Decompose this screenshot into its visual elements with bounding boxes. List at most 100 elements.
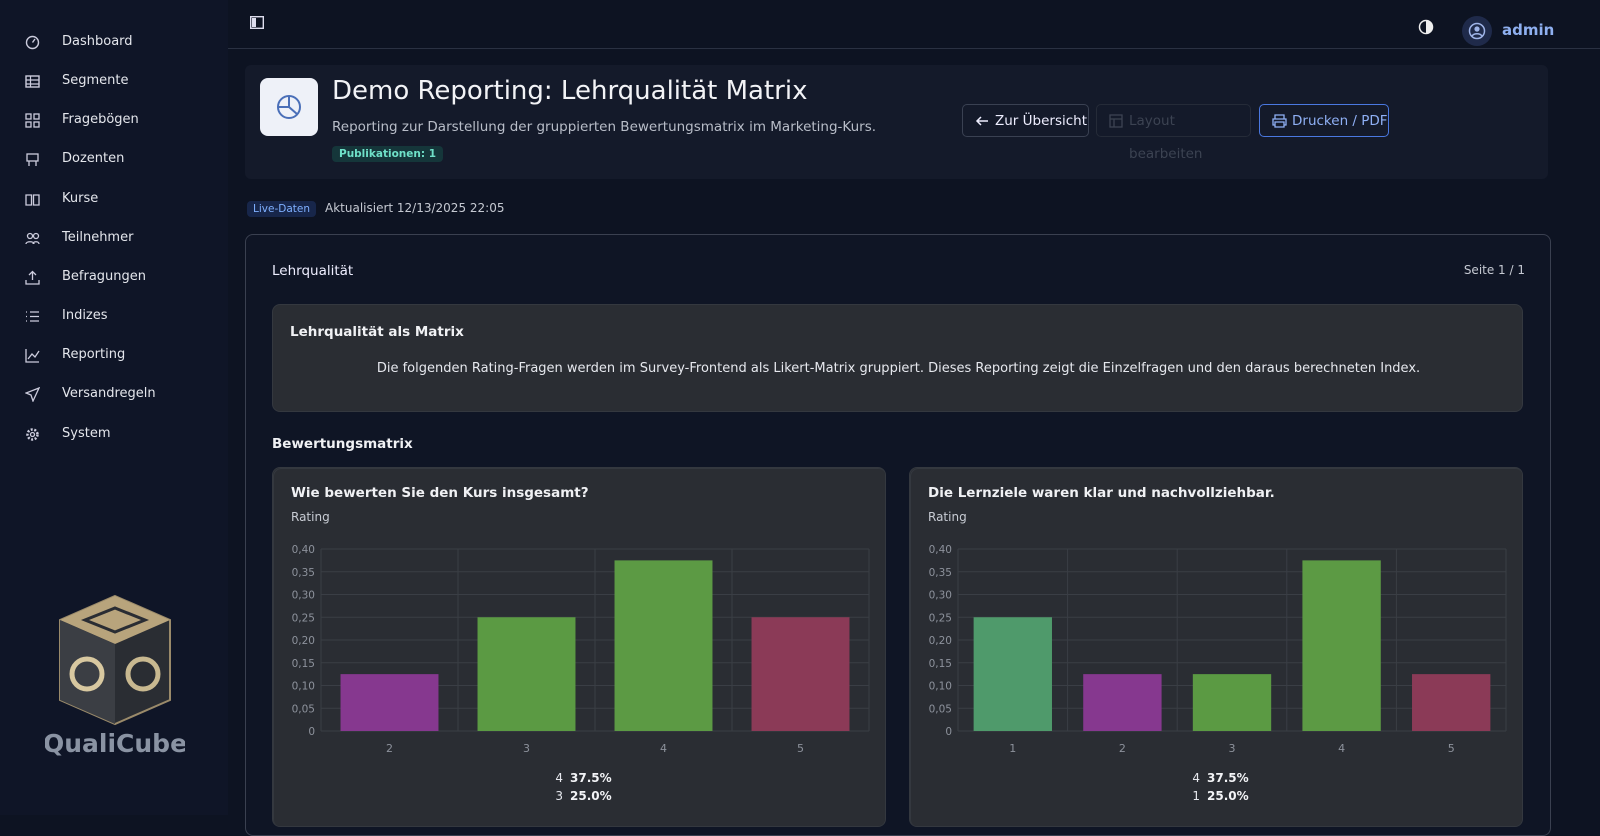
theme-toggle[interactable]: [1418, 19, 1434, 35]
y-tick-label: 0: [945, 726, 952, 738]
back-button[interactable]: Zur Übersicht: [962, 104, 1089, 137]
icon: [25, 75, 40, 88]
logo-text: QualiCube: [45, 729, 185, 758]
x-tick-label: 3: [523, 742, 530, 755]
page-indicator: Seite 1 / 1: [1463, 263, 1525, 277]
y-tick-label: 0,05: [292, 703, 315, 715]
nav-item[interactable]: Segmente: [0, 67, 228, 97]
x-tick-label: 5: [797, 742, 804, 755]
y-tick-label: 0,15: [929, 658, 952, 670]
y-tick-label: 0,40: [929, 544, 952, 556]
nav-label: Fragebögen: [62, 112, 139, 127]
icon: [25, 232, 40, 245]
report-section-title: Lehrqualität: [272, 263, 354, 279]
nav-label: Dozenten: [62, 151, 125, 166]
y-tick-label: 0,35: [292, 567, 315, 579]
nav-item[interactable]: System: [0, 420, 228, 450]
nav-label: Dashboard: [62, 34, 133, 49]
nav-item[interactable]: Befragungen: [0, 263, 228, 293]
user-name[interactable]: admin: [1502, 21, 1555, 39]
nav-label: Versandregeln: [62, 386, 156, 401]
y-tick-label: 0,20: [292, 635, 315, 647]
nav-label: Kurse: [62, 191, 99, 206]
nav-label: Reporting: [62, 347, 126, 362]
x-tick-label: 2: [1119, 742, 1126, 755]
x-tick-label: 1: [1009, 742, 1016, 755]
chart-card: Die Lernziele waren klar und nachvollzie…: [909, 467, 1523, 827]
card-bg: [910, 468, 1522, 826]
icon: [25, 35, 40, 50]
y-tick-label: 0,35: [929, 567, 952, 579]
report-subtitle: Reporting zur Darstellung der gruppierte…: [332, 119, 877, 135]
summary-category: 4: [1192, 771, 1200, 785]
bar: [477, 617, 576, 731]
nav-item[interactable]: Fragebögen: [0, 106, 228, 136]
chart-title: Wie bewerten Sie den Kurs insgesamt?: [291, 485, 589, 501]
icon: [26, 153, 39, 166]
nav-label: Befragungen: [62, 269, 147, 284]
y-tick-label: 0,15: [292, 658, 315, 670]
publication-badge: Publikationen: 1: [332, 146, 444, 162]
x-tick-label: 4: [660, 742, 667, 755]
summary-category: 3: [555, 789, 563, 803]
y-tick-label: 0: [308, 726, 315, 738]
nav-item[interactable]: Versandregeln: [0, 380, 228, 410]
intro-text: Die folgenden Rating-Fragen werden im Su…: [376, 361, 1421, 376]
summary-share: 37.5%: [1207, 771, 1249, 785]
y-tick-label: 0,25: [929, 612, 952, 624]
intro-title: Lehrqualität als Matrix: [290, 324, 464, 340]
bar: [1302, 560, 1381, 731]
bar: [340, 674, 439, 731]
nav-item[interactable]: Reporting: [0, 341, 228, 371]
icon: [26, 311, 39, 322]
nav-label: Segmente: [62, 73, 129, 88]
bar: [614, 560, 713, 731]
y-tick-label: 0,30: [929, 590, 952, 602]
bar: [1083, 674, 1162, 731]
live-badge: Live-Daten: [247, 201, 316, 217]
edit-layout-button: Layout bearbeiten: [1096, 104, 1251, 162]
nav-label: Indizes: [62, 308, 108, 323]
icon: [26, 428, 39, 441]
icon: [25, 113, 40, 128]
icon: [25, 349, 40, 363]
avatar[interactable]: [1462, 16, 1492, 46]
sidebar-toggle[interactable]: [250, 16, 264, 29]
nav-item[interactable]: Dozenten: [0, 145, 228, 175]
sidebar: Dashboard Segmente Fragebögen Dozenten K…: [0, 0, 228, 815]
icon: [25, 194, 40, 206]
updated-time: Aktualisiert 12/13/2025 22:05: [325, 201, 505, 215]
nav-item[interactable]: Kurse: [0, 185, 228, 215]
y-tick-label: 0,10: [929, 681, 952, 693]
section-title: Bewertungsmatrix: [272, 436, 413, 452]
y-tick-label: 0,20: [929, 635, 952, 647]
icon: [1109, 114, 1123, 128]
print-button[interactable]: Drucken / PDF: [1259, 104, 1389, 137]
nav-item[interactable]: Teilnehmer: [0, 224, 228, 254]
button-label: Drucken / PDF: [1292, 113, 1388, 129]
intro-box: Lehrqualität als Matrix Die folgenden Ra…: [272, 304, 1523, 412]
y-tick-label: 0,10: [292, 681, 315, 693]
nav-item[interactable]: Indizes: [0, 302, 228, 332]
button-label: Layout bearbeiten: [1129, 113, 1203, 162]
nav-label: System: [62, 426, 111, 441]
nav-label: Teilnehmer: [62, 230, 134, 245]
topbar: admin: [228, 0, 1600, 49]
chart-subtitle: Rating: [928, 510, 967, 524]
summary-category: 4: [555, 771, 563, 785]
icon: [25, 270, 40, 285]
x-tick-label: 5: [1448, 742, 1455, 755]
chart-title: Die Lernziele waren klar und nachvollzie…: [928, 485, 1275, 501]
nav-item[interactable]: Dashboard: [0, 28, 228, 58]
x-tick-label: 2: [386, 742, 393, 755]
bar: [751, 617, 850, 731]
report-header: Demo Reporting: Lehrqualität Matrix Repo…: [245, 65, 1548, 179]
y-tick-label: 0,25: [292, 612, 315, 624]
x-tick-label: 4: [1338, 742, 1345, 755]
button-label: Zur Übersicht: [995, 113, 1088, 129]
logo: QualiCube: [45, 594, 185, 758]
chart-card: Wie bewerten Sie den Kurs insgesamt? Rati…: [272, 467, 886, 827]
summary-share: 25.0%: [1207, 789, 1249, 803]
icon: [25, 387, 40, 402]
